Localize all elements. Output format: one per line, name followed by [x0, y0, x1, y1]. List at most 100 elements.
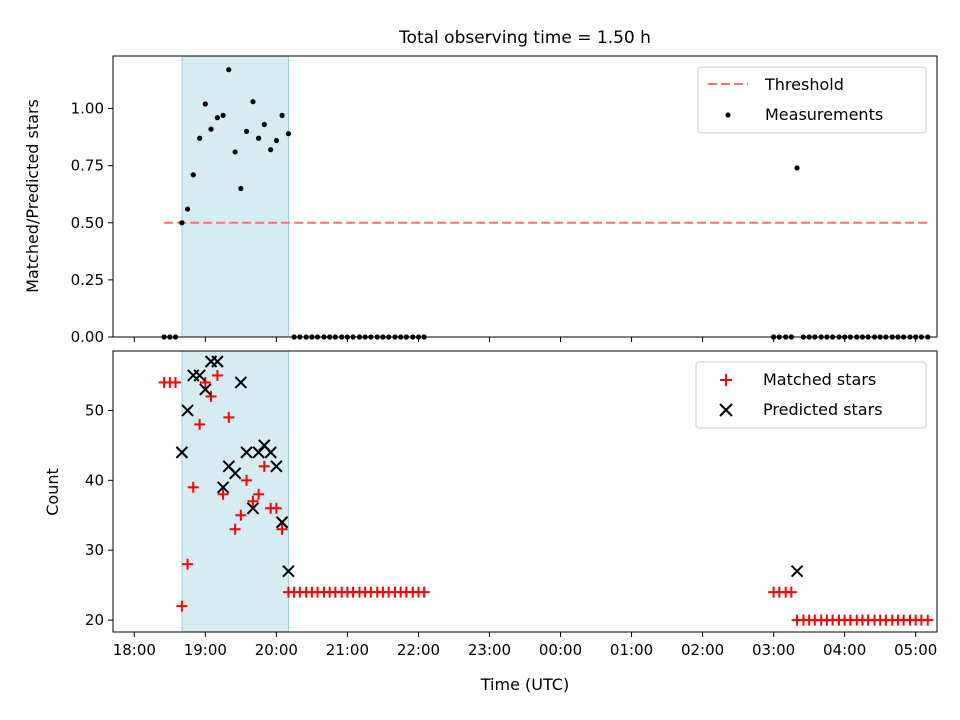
matched-point — [194, 418, 206, 430]
predicted-point — [275, 516, 289, 529]
highlight-span-bottom — [181, 350, 289, 633]
predicted-point — [246, 502, 260, 515]
measurement-point — [273, 137, 279, 144]
predicted-point — [264, 446, 277, 459]
matched-point — [182, 558, 194, 570]
matched-point — [187, 481, 199, 493]
predicted-point — [240, 446, 253, 459]
measurement-point — [794, 165, 800, 171]
x-tick-label: 04:00 — [823, 641, 866, 659]
bottom-legend-box — [695, 361, 927, 429]
x-tick-label: 18:00 — [113, 641, 156, 659]
top-plot-frame — [112, 55, 938, 338]
matched-point — [276, 523, 288, 535]
matched-point — [205, 390, 217, 402]
predicted-legend-label: Predicted stars — [763, 400, 883, 419]
matched-point — [170, 376, 182, 388]
bottom-ylabel: Count — [43, 468, 62, 516]
top-axis-ticks: 0.00 0.25 0.50 0.75 1.00 — [71, 100, 917, 346]
top-legend-box — [697, 66, 927, 134]
measurement-point — [268, 147, 274, 153]
matched-point — [176, 600, 188, 612]
predicted-point — [193, 369, 206, 382]
measurements-legend-label: Measurements — [765, 105, 883, 124]
measurement-point — [214, 115, 221, 121]
y-tick-label: 40 — [85, 471, 104, 489]
matched-point — [253, 488, 265, 500]
measurement-point — [197, 135, 203, 141]
x-tick-label: 05:00 — [894, 641, 937, 659]
predicted-point — [181, 404, 194, 417]
chart-title: Total observing time = 1.50 h — [398, 28, 651, 48]
predicted-point — [175, 446, 189, 459]
x-tick-label: 20:00 — [255, 641, 298, 659]
measurement-point — [261, 121, 267, 128]
matched-point — [270, 502, 282, 514]
matched-point — [922, 614, 934, 626]
x-tick-label: 21:00 — [326, 641, 369, 659]
highlight-span-top — [181, 55, 289, 338]
y-tick-label: 0.75 — [71, 157, 104, 175]
measurement-point — [190, 172, 196, 178]
predicted-point — [228, 467, 242, 480]
x-tick-label: 01:00 — [610, 641, 653, 659]
y-tick-label: 0.25 — [71, 271, 104, 289]
top-panel: Total observing time = 1.50 h 0.00 0.25 0.… — [23, 28, 938, 346]
measurement-point — [238, 185, 244, 192]
predicted-legend-swatch — [719, 403, 733, 417]
x-tick-label: 03:00 — [752, 641, 795, 659]
measurement-point — [208, 126, 214, 132]
x-tick-label: 19:00 — [184, 641, 227, 659]
measurement-point — [179, 220, 185, 226]
bottom-plot-frame — [112, 350, 938, 633]
measurement-point — [220, 112, 226, 118]
measurement-point — [232, 149, 238, 155]
matched-point — [247, 495, 259, 507]
x-tick-label: 22:00 — [397, 641, 440, 659]
predicted-point — [234, 376, 248, 389]
measurement-point — [243, 128, 250, 134]
y-tick-label: 0.00 — [71, 328, 104, 346]
matched-point — [258, 460, 270, 472]
bottom-panel: 18:00 19:00 20:00 21:00 22:00 23:00 00:00 01:00… — [43, 350, 938, 694]
predicted-point — [270, 460, 283, 473]
measurement-point — [285, 131, 292, 137]
measurements-legend-swatch — [725, 112, 731, 118]
bottom-xlabel: Time (UTC) — [480, 675, 569, 694]
predicted-point — [199, 383, 212, 396]
y-tick-label: 50 — [85, 401, 104, 419]
measurement-point — [256, 135, 262, 141]
matched-point — [217, 488, 229, 500]
y-tick-label: 30 — [85, 541, 104, 559]
measurement-point — [250, 99, 256, 105]
measurement-point — [226, 67, 232, 73]
bottom-axis-ticks: 18:00 19:00 20:00 21:00 22:00 23:00 00:00 01:00… — [85, 401, 937, 659]
measurement-point — [279, 112, 285, 118]
y-tick-label: 1.00 — [71, 100, 104, 118]
matched-point — [223, 411, 235, 423]
predicted-point — [216, 481, 230, 494]
matched-legend-label: Matched stars — [763, 370, 876, 389]
measurement-point — [202, 101, 208, 107]
top-legend: Threshold Measurements — [697, 66, 927, 134]
x-tick-label: 02:00 — [681, 641, 724, 659]
top-ylabel: Matched/Predicted stars — [23, 99, 42, 293]
threshold-legend-label: Threshold — [764, 75, 844, 94]
predicted-star-points — [175, 355, 804, 578]
matched-star-points — [158, 369, 934, 626]
matched-point — [241, 474, 253, 486]
bottom-legend: Matched stars Predicted stars — [695, 361, 927, 429]
matched-point — [211, 369, 223, 381]
matched-legend-swatch — [720, 374, 732, 386]
x-tick-label: 23:00 — [468, 641, 511, 659]
predicted-point — [211, 355, 224, 368]
y-tick-label: 20 — [85, 611, 104, 629]
measurement-point — [184, 206, 191, 212]
predicted-point — [790, 564, 804, 578]
matched-point — [785, 586, 797, 598]
matched-point — [229, 523, 241, 535]
matched-point — [235, 509, 247, 521]
predicted-point — [282, 564, 295, 578]
matched-point — [199, 376, 211, 388]
